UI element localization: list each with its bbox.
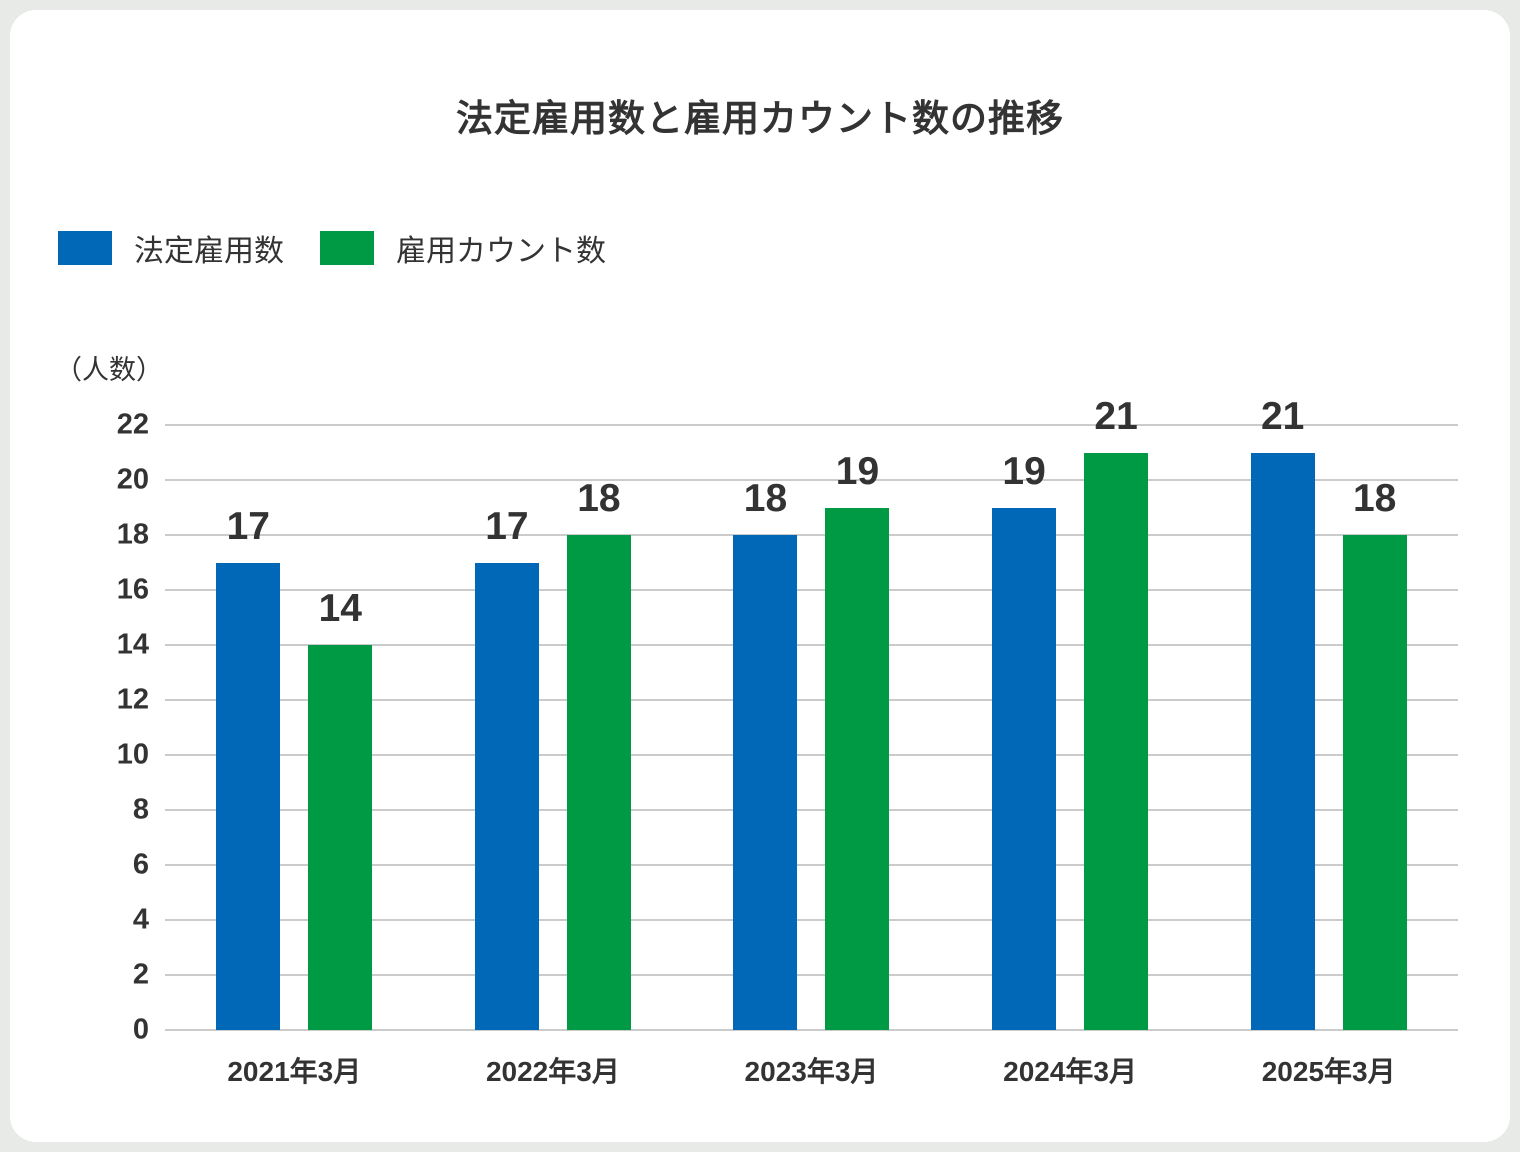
chart-title: 法定雇用数と雇用カウント数の推移 — [456, 98, 1064, 139]
bar-雇用カウント数-2021年3月: 14 — [308, 589, 373, 1030]
bar-雇用カウント数-2022年3月: 18 — [566, 479, 631, 1030]
y-axis-tick-label: 10 — [116, 738, 149, 771]
y-axis-tick-label: 22 — [116, 408, 149, 441]
x-axis-tick-label: 2024年3月 — [1003, 1056, 1138, 1087]
gridline — [165, 699, 1458, 701]
gridline — [165, 424, 1458, 426]
bar-雇用カウント数-2025年3月: 18 — [1342, 479, 1407, 1030]
y-axis-tick-label: 12 — [116, 683, 149, 716]
y-axis-tick-label: 14 — [116, 628, 149, 661]
bar-value-label: 21 — [1094, 394, 1138, 438]
bar-法定雇用数-2023年3月: 18 — [733, 479, 798, 1030]
y-axis-tick-label: 16 — [116, 573, 149, 606]
bar-雇用カウント数-2023年3月: 19 — [825, 452, 890, 1030]
y-axis-tick-label: 2 — [132, 958, 149, 991]
y-axis-tick-label: 8 — [132, 793, 149, 826]
x-axis-tick-label: 2021年3月 — [227, 1056, 362, 1087]
bar-value-label: 21 — [1260, 394, 1305, 438]
bar-value-label: 18 — [743, 477, 788, 520]
x-axis-labels: 2021年3月 2022年3月 2023年3月 2024年3月 2025年3月 — [165, 1050, 1458, 1090]
x-axis-tick-label: 2025年3月 — [1261, 1056, 1396, 1087]
bar-value-label: 19 — [1002, 449, 1046, 493]
bar-法定雇用数-2025年3月: 21 — [1250, 397, 1315, 1030]
y-axis-tick-label: 0 — [132, 1013, 149, 1046]
legend: 法定雇用数 雇用カウント数 — [58, 226, 1510, 270]
bar-法定雇用数-2022年3月: 17 — [474, 507, 539, 1030]
gridline — [165, 919, 1458, 921]
bar-value-label: 14 — [318, 587, 362, 630]
gridline — [165, 809, 1458, 811]
y-axis-tick-label: 18 — [116, 518, 149, 551]
legend-label: 雇用カウント数 — [396, 235, 606, 268]
bar-groups: 17 14 17 18 18 19 19 21 21 18 — [165, 397, 1458, 1030]
legend-swatch-icon — [58, 231, 112, 265]
bar-value-label: 18 — [1352, 477, 1397, 520]
bar-法定雇用数-2021年3月: 17 — [216, 507, 281, 1030]
y-axis-unit-label: （人数） — [55, 355, 163, 385]
bar-value-label: 18 — [577, 477, 621, 520]
bar-value-label: 17 — [226, 504, 270, 548]
gridline — [165, 974, 1458, 976]
bar-法定雇用数-2024年3月: 19 — [992, 452, 1057, 1030]
gridline — [165, 589, 1458, 591]
plot-area: 0 2 4 6 8 10 12 14 16 18 20 22 17 14 17 18 18 19 19 21 21 18 — [117, 397, 1458, 1044]
x-axis-tick-label: 2023年3月 — [744, 1056, 879, 1087]
bar-group-2025年3月: 21 18 — [1199, 397, 1458, 1030]
bar-group-2024年3月: 19 21 — [941, 397, 1200, 1030]
y-axis-tick-label: 6 — [132, 848, 149, 881]
bar-value-label: 17 — [485, 504, 529, 548]
bar-group-2022年3月: 17 18 — [424, 425, 683, 1030]
gridline — [165, 864, 1458, 866]
gridline — [165, 1029, 1458, 1031]
bar-group-2021年3月: 17 14 — [165, 425, 424, 1030]
y-axis-tick-label: 4 — [132, 903, 149, 936]
legend-item-1: 雇用カウント数 — [320, 226, 606, 270]
legend-swatch-icon — [320, 231, 374, 265]
bar-group-2023年3月: 18 19 — [682, 425, 941, 1030]
gridline — [165, 754, 1458, 756]
bar-雇用カウント数-2024年3月: 21 — [1084, 397, 1149, 1030]
legend-item-0: 法定雇用数 — [58, 226, 284, 270]
gridline — [165, 479, 1458, 481]
x-axis-tick-label: 2022年3月 — [485, 1056, 620, 1087]
gridline — [165, 534, 1458, 536]
bar-value-label: 19 — [835, 449, 880, 493]
y-axis-tick-label: 20 — [116, 463, 149, 496]
chart-card: 法定雇用数と雇用カウント数の推移 法定雇用数 雇用カウント数 （人数） 0 2 4 6 8… — [10, 10, 1510, 1142]
gridline — [165, 644, 1458, 646]
legend-label: 法定雇用数 — [134, 235, 284, 268]
